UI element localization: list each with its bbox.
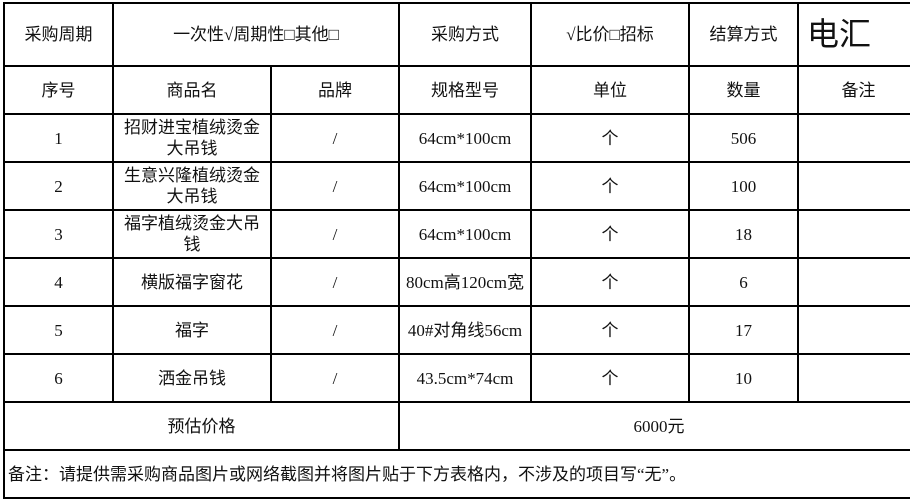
cell-unit: 个 xyxy=(530,209,690,259)
cell-remark xyxy=(797,209,910,259)
col-no: 序号 xyxy=(3,65,114,115)
cell-no: 6 xyxy=(3,353,114,403)
cell-name: 生意兴隆植绒烫金大吊钱 xyxy=(112,161,272,211)
cell-brand: / xyxy=(270,209,400,259)
cell-qty: 17 xyxy=(688,305,799,355)
column-header-row: 序号 商品名 品牌 规格型号 单位 数量 备注 xyxy=(3,65,910,115)
cell-qty: 10 xyxy=(688,353,799,403)
table-row: 4 横版福字窗花/80cm高120cm宽个 6 xyxy=(3,257,910,307)
cell-brand: / xyxy=(270,113,400,163)
cell-brand: / xyxy=(270,353,400,403)
cell-remark xyxy=(797,353,910,403)
cell-remark xyxy=(797,257,910,307)
cell-no: 5 xyxy=(3,305,114,355)
cell-qty: 6 xyxy=(688,257,799,307)
cell-spec: 80cm高120cm宽 xyxy=(398,257,532,307)
cell-remark xyxy=(797,161,910,211)
cell-name: 横版福字窗花 xyxy=(112,257,272,307)
cell-spec: 40#对角线56cm xyxy=(398,305,532,355)
cell-no: 1 xyxy=(3,113,114,163)
cell-unit: 个 xyxy=(530,113,690,163)
cell-unit: 个 xyxy=(530,161,690,211)
cell-name: 福字植绒烫金大吊钱 xyxy=(112,209,272,259)
cycle-value: 一次性√周期性□其他□ xyxy=(112,2,400,67)
cell-brand: / xyxy=(270,161,400,211)
col-remark: 备注 xyxy=(797,65,910,115)
cell-unit: 个 xyxy=(530,353,690,403)
cell-name: 招财进宝植绒烫金大吊钱 xyxy=(112,113,272,163)
settle-value: 电汇 xyxy=(797,2,910,67)
note-row: 备注：请提供需采购商品图片或网络截图并将图片贴于下方表格内，不涉及的项目写“无”… xyxy=(3,449,910,499)
cell-name: 洒金吊钱 xyxy=(112,353,272,403)
estimate-row: 预估价格 6000元 xyxy=(3,401,910,451)
cell-qty: 100 xyxy=(688,161,799,211)
cell-spec: 64cm*100cm xyxy=(398,209,532,259)
cell-spec: 64cm*100cm xyxy=(398,113,532,163)
cell-brand: / xyxy=(270,257,400,307)
cycle-label: 采购周期 xyxy=(3,2,114,67)
table-row: 3 福字植绒烫金大吊钱/64cm*100cm 个 18 xyxy=(3,209,910,259)
table-row: 5 福字/40#对角线56cm 个 17 xyxy=(3,305,910,355)
cell-unit: 个 xyxy=(530,305,690,355)
cell-no: 4 xyxy=(3,257,114,307)
method-label: 采购方式 xyxy=(398,2,532,67)
cell-spec: 43.5cm*74cm xyxy=(398,353,532,403)
procurement-table: 采购周期 一次性√周期性□其他□ 采购方式 √比价□招标 结算方式 电汇 序号 … xyxy=(3,2,910,499)
header-row: 采购周期 一次性√周期性□其他□ 采购方式 √比价□招标 结算方式 电汇 xyxy=(3,2,910,67)
cell-unit: 个 xyxy=(530,257,690,307)
table-row: 1 招财进宝植绒烫金大吊钱/64cm*100cm 个 506 xyxy=(3,113,910,163)
cell-brand: / xyxy=(270,305,400,355)
col-qty: 数量 xyxy=(688,65,799,115)
cell-name: 福字 xyxy=(112,305,272,355)
col-brand: 品牌 xyxy=(270,65,400,115)
col-name: 商品名 xyxy=(112,65,272,115)
table-row: 6 洒金吊钱/43.5cm*74cm 个 10 xyxy=(3,353,910,403)
col-spec: 规格型号 xyxy=(398,65,532,115)
cell-qty: 506 xyxy=(688,113,799,163)
cell-remark xyxy=(797,113,910,163)
col-unit: 单位 xyxy=(530,65,690,115)
settle-label: 结算方式 xyxy=(688,2,799,67)
cell-no: 2 xyxy=(3,161,114,211)
table-row: 2 生意兴隆植绒烫金大吊钱/64cm*100cm 个 100 xyxy=(3,161,910,211)
note-text: 备注：请提供需采购商品图片或网络截图并将图片贴于下方表格内，不涉及的项目写“无”… xyxy=(3,449,910,499)
cell-no: 3 xyxy=(3,209,114,259)
cell-qty: 18 xyxy=(688,209,799,259)
cell-spec: 64cm*100cm xyxy=(398,161,532,211)
method-value: √比价□招标 xyxy=(530,2,690,67)
estimate-label: 预估价格 xyxy=(3,401,400,451)
cell-remark xyxy=(797,305,910,355)
estimate-value: 6000元 xyxy=(398,401,910,451)
